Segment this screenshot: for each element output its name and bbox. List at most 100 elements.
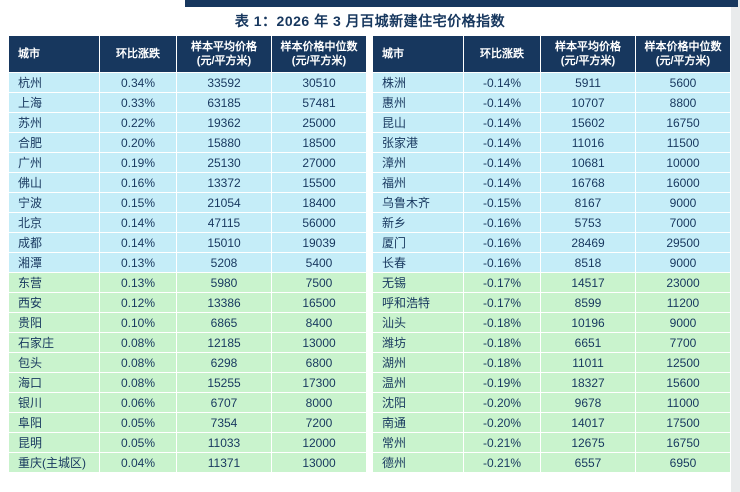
change-cell: 0.19% [99,152,177,173]
median-price-cell: 12000 [271,432,367,453]
median-price-cell: 5400 [271,252,367,273]
table-row: 湖州 -0.18% 11011 12500 [372,352,731,373]
city-cell: 湘潭 [8,252,100,273]
avg-price-cell: 8599 [540,292,636,313]
change-cell: -0.19% [463,372,541,393]
table-row: 石家庄 0.08% 12185 13000 [8,332,367,353]
change-cell: 0.12% [99,292,177,313]
median-price-cell: 23000 [635,272,731,293]
median-price-cell: 29500 [635,232,731,253]
median-price-cell: 27000 [271,152,367,173]
table-body: 株洲 -0.14% 5911 5600 惠州 -0.14% 10707 8800 昆山 -0.14… [372,72,731,473]
avg-price-cell: 5980 [176,272,272,293]
median-price-cell: 11200 [635,292,731,313]
city-cell: 阜阳 [8,412,100,433]
city-cell: 北京 [8,212,100,233]
avg-price-cell: 21054 [176,192,272,213]
table-row: 广州 0.19% 25130 27000 [8,152,367,173]
avg-price-cell: 15255 [176,372,272,393]
change-cell: 0.20% [99,132,177,153]
avg-price-cell: 10681 [540,152,636,173]
table-row: 株洲 -0.14% 5911 5600 [372,72,731,93]
city-cell: 福州 [372,172,464,193]
table-row: 无锡 -0.17% 14517 23000 [372,272,731,293]
table-title: 表 1：2026 年 3 月百城新建住宅价格指数 [234,13,506,29]
median-price-cell: 16750 [635,432,731,453]
city-cell: 西安 [8,292,100,313]
avg-price-cell: 19362 [176,112,272,133]
median-price-cell: 11500 [635,132,731,153]
table-row: 海口 0.08% 15255 17300 [8,372,367,393]
median-price-cell: 17300 [271,372,367,393]
table-row: 湘潭 0.13% 5208 5400 [8,252,367,273]
city-cell: 合肥 [8,132,100,153]
change-cell: -0.14% [463,112,541,133]
avg-price-cell: 5753 [540,212,636,233]
city-cell: 厦门 [372,232,464,253]
table-row: 北京 0.14% 47115 56000 [8,212,367,233]
table-row: 苏州 0.22% 19362 25000 [8,112,367,133]
avg-price-cell: 18327 [540,372,636,393]
column-header: 环比涨跌 [463,35,541,73]
change-cell: -0.14% [463,172,541,193]
avg-price-cell: 11016 [540,132,636,153]
table-row: 合肥 0.20% 15880 18500 [8,132,367,153]
table-row: 昆山 -0.14% 15602 16750 [372,112,731,133]
median-price-cell: 7700 [635,332,731,353]
table-row: 沈阳 -0.20% 9678 11000 [372,392,731,413]
avg-price-cell: 25130 [176,152,272,173]
avg-price-cell: 10707 [540,92,636,113]
change-cell: 0.14% [99,232,177,253]
change-cell: -0.21% [463,452,541,473]
avg-price-cell: 15602 [540,112,636,133]
median-price-cell: 7000 [635,212,731,233]
city-cell: 呼和浩特 [372,292,464,313]
city-cell: 潍坊 [372,332,464,353]
median-price-cell: 30510 [271,72,367,93]
median-price-cell: 8800 [635,92,731,113]
table-row: 佛山 0.16% 13372 15500 [8,172,367,193]
median-price-cell: 5600 [635,72,731,93]
change-cell: -0.18% [463,352,541,373]
table-row: 潍坊 -0.18% 6651 7700 [372,332,731,353]
median-price-cell: 10000 [635,152,731,173]
city-cell: 张家港 [372,132,464,153]
median-price-cell: 6950 [635,452,731,473]
city-cell: 株洲 [372,72,464,93]
header-row: 城市 环比涨跌 样本平均价格 (元/平方米) 样本价格中位数 (元/平方米) [8,35,367,73]
change-cell: 0.33% [99,92,177,113]
median-price-cell: 57481 [271,92,367,113]
change-cell: 0.08% [99,332,177,353]
table-row: 贵阳 0.10% 6865 8400 [8,312,367,333]
table-row: 成都 0.14% 15010 19039 [8,232,367,253]
avg-price-cell: 13372 [176,172,272,193]
change-cell: 0.08% [99,372,177,393]
header-row: 城市 环比涨跌 样本平均价格 (元/平方米) 样本价格中位数 (元/平方米) [372,35,731,73]
table-row: 厦门 -0.16% 28469 29500 [372,232,731,253]
city-cell: 贵阳 [8,312,100,333]
table-row: 昆明 0.05% 11033 12000 [8,432,367,453]
change-cell: 0.05% [99,432,177,453]
table-row: 常州 -0.21% 12675 16750 [372,432,731,453]
table-row: 宁波 0.15% 21054 18400 [8,192,367,213]
city-cell: 漳州 [372,152,464,173]
avg-price-cell: 11011 [540,352,636,373]
table-row: 惠州 -0.14% 10707 8800 [372,92,731,113]
column-header: 样本平均价格 (元/平方米) [176,35,272,73]
median-price-cell: 56000 [271,212,367,233]
change-cell: 0.13% [99,252,177,273]
avg-price-cell: 8167 [540,192,636,213]
avg-price-cell: 16768 [540,172,636,193]
tables-container: 城市 环比涨跌 样本平均价格 (元/平方米) 样本价格中位数 (元/平方米) 杭州 0.34… [8,35,731,473]
median-price-cell: 16500 [271,292,367,313]
table-row: 上海 0.33% 63185 57481 [8,92,367,113]
city-cell: 上海 [8,92,100,113]
price-table-right: 城市 环比涨跌 样本平均价格 (元/平方米) 样本价格中位数 (元/平方米) 株洲 -0.1… [372,35,731,473]
city-cell: 宁波 [8,192,100,213]
table-body: 杭州 0.34% 33592 30510 上海 0.33% 63185 57481 苏州 0.22… [8,72,367,473]
change-cell: -0.14% [463,72,541,93]
median-price-cell: 19039 [271,232,367,253]
median-price-cell: 25000 [271,112,367,133]
city-cell: 东营 [8,272,100,293]
column-header: 样本价格中位数 (元/平方米) [271,35,367,73]
